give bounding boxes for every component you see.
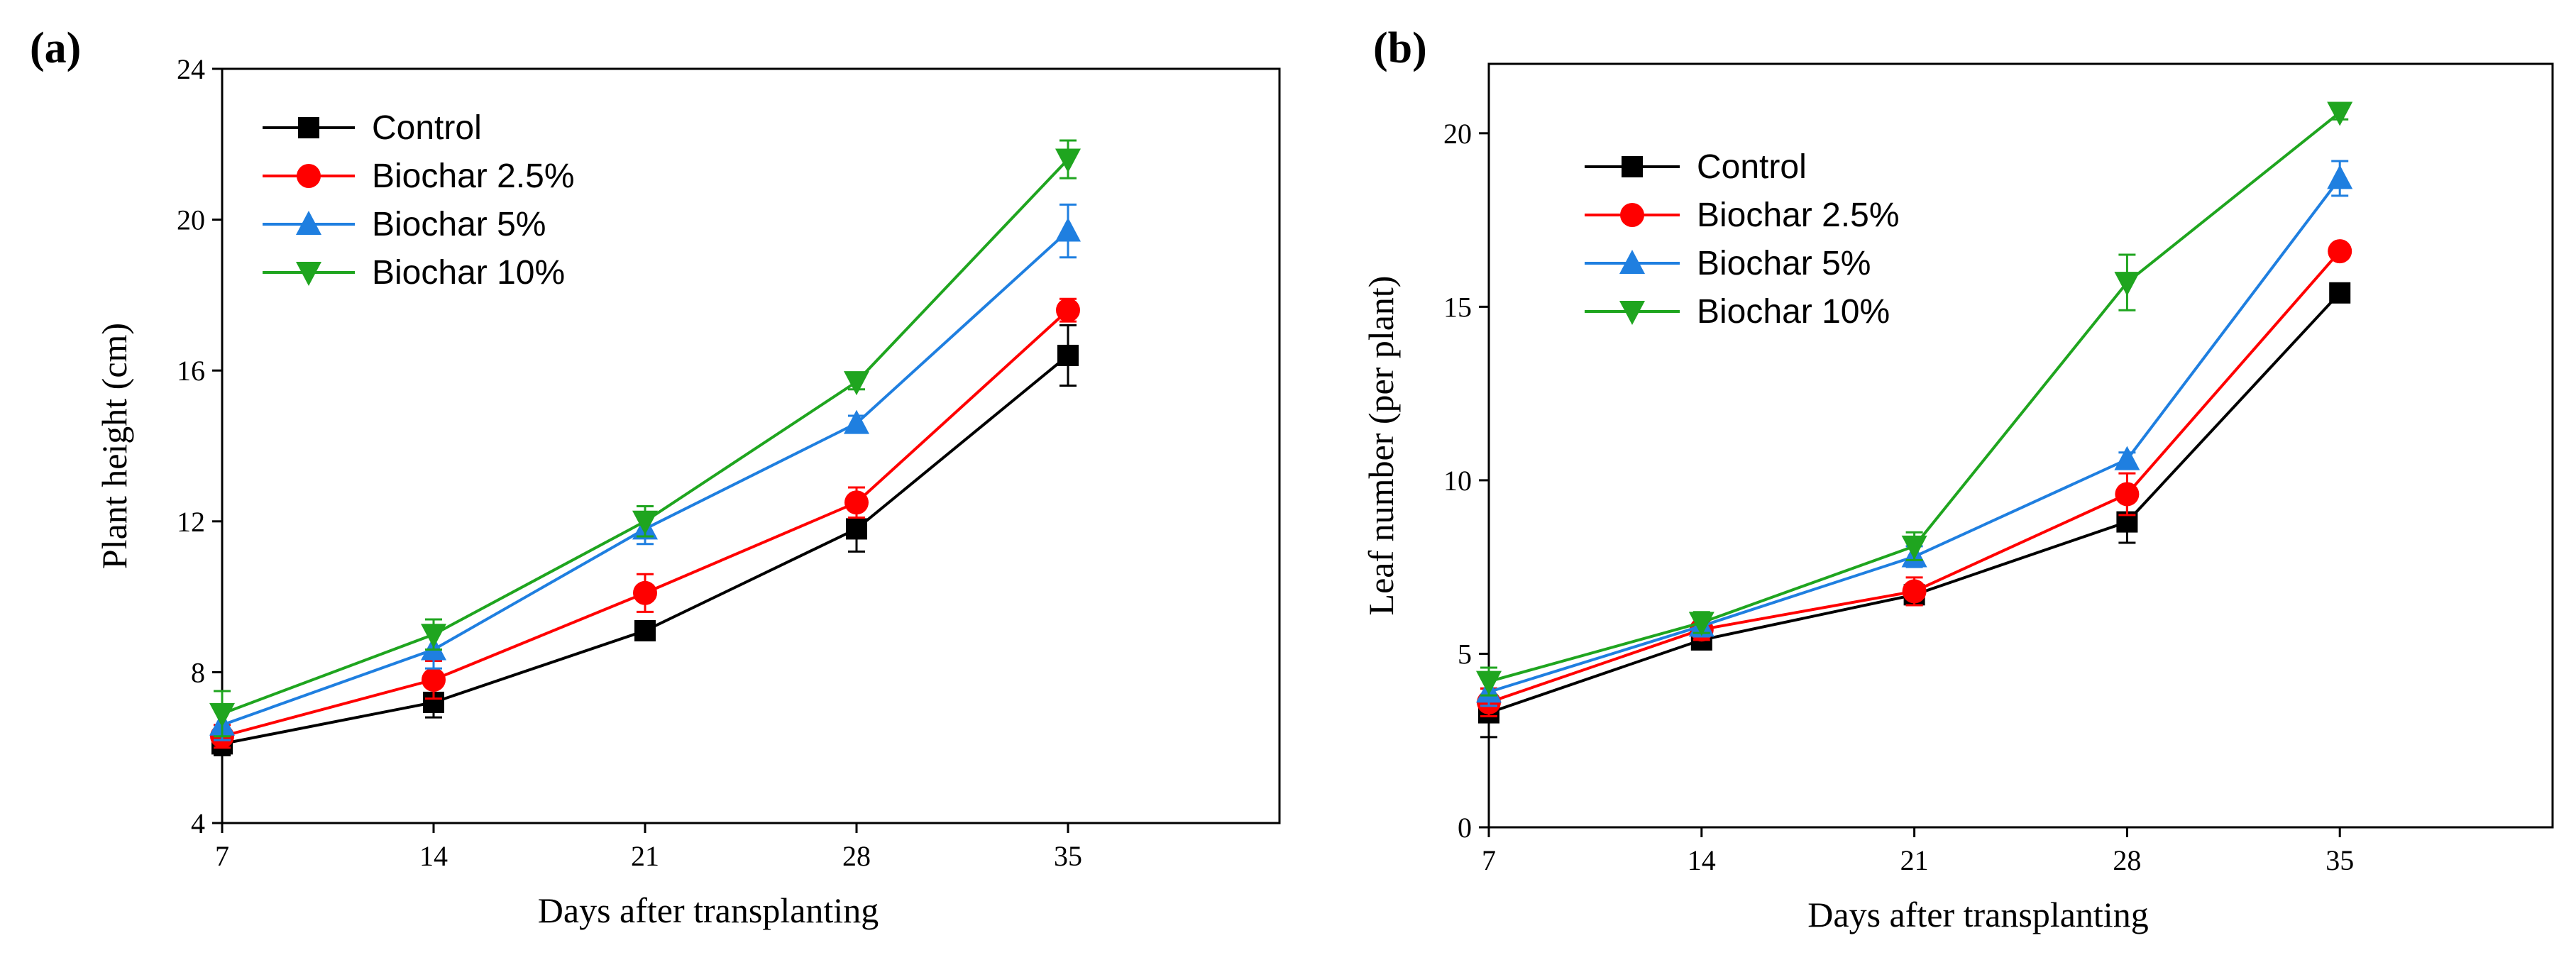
panel-b-data-point-control <box>2329 282 2351 304</box>
panel-a-x-tick-label: 21 <box>631 840 659 872</box>
panel-a-x-tick-label: 7 <box>215 840 229 872</box>
legend-marker <box>296 262 321 286</box>
panel-a-data-point-biochar-2-5pct <box>1056 298 1080 323</box>
panel-b-data-point-biochar-10pct <box>1901 535 1927 560</box>
panel-a-y-tick-label: 20 <box>177 204 205 236</box>
panel-b-y-tick-label: 5 <box>1458 638 1472 670</box>
panel-b-x-tick-label: 21 <box>1900 844 1929 876</box>
panel-b-legend-item-biochar-5pct: Biochar 5% <box>1585 245 1871 282</box>
panel-a-plot-frame <box>221 67 1281 824</box>
panel-b-legend-item-control: Control <box>1585 148 1807 186</box>
panel-b-label: (b) <box>1373 24 1427 72</box>
panel-a-data-point-biochar-2-5pct <box>422 668 446 692</box>
panel-a-data-point-biochar-10pct <box>1055 148 1081 173</box>
panel-a-data-point-biochar-10pct <box>421 624 446 648</box>
legend-label: Control <box>1697 148 1807 186</box>
panel-a-y-tick-label: 8 <box>191 656 205 688</box>
panel-b-legend-item-biochar-2-5pct: Biochar 2.5% <box>1585 197 1900 234</box>
panel-a-x-tick-label: 28 <box>842 840 871 872</box>
panel-a-data-point-biochar-10pct <box>632 510 658 535</box>
panel-b-x-tick-label: 7 <box>1482 844 1496 876</box>
legend-label: Biochar 5% <box>1697 245 1871 282</box>
panel-b-y-tick-label: 20 <box>1443 118 1472 150</box>
legend-marker <box>297 164 321 188</box>
panel-a-y-axis-title: Plant height (cm) <box>94 323 134 569</box>
panel-b-y-tick-label: 0 <box>1458 812 1472 844</box>
legend-marker <box>1620 203 1644 227</box>
panel-a-legend-item-biochar-10pct: Biochar 10% <box>263 254 565 292</box>
panel-a-series-biochar-10pct <box>209 139 1081 738</box>
panel-b-data-point-biochar-10pct <box>2327 101 2353 126</box>
panel-a-legend: Control Biochar 2.5% Biochar 5% Biochar 10% <box>263 109 575 292</box>
panel-b-plot-frame <box>1487 62 2554 829</box>
legend-marker <box>1619 301 1645 325</box>
panel-a-legend-item-control: Control <box>263 109 482 147</box>
panel-a-data-point-biochar-5pct <box>1055 217 1081 242</box>
legend-label: Biochar 2.5% <box>1697 197 1900 234</box>
panel-a-y-tick-label: 12 <box>177 506 205 538</box>
panel-b-data-point-biochar-10pct <box>2114 272 2140 297</box>
panel-a-data-point-control <box>846 518 867 540</box>
panel-a-series-control <box>211 324 1079 756</box>
panel-a-y-tick-label: 4 <box>191 807 205 839</box>
panel-a-data-point-biochar-2-5pct <box>633 580 657 605</box>
panel-a-label: (a) <box>30 24 81 72</box>
panel-b-x-tick-label: 35 <box>2325 844 2354 876</box>
panel-b-x-tick-label: 28 <box>2113 844 2141 876</box>
panel-a-data-point-control <box>634 619 656 641</box>
panel-a-y-tick-label: 24 <box>177 53 205 85</box>
panel-b-legend-item-biochar-10pct: Biochar 10% <box>1585 293 1890 331</box>
panel-b-data-point-biochar-5pct <box>2114 446 2140 470</box>
panel-a-legend-item-biochar-2-5pct: Biochar 2.5% <box>263 158 575 195</box>
panel-a-data-point-biochar-2-5pct <box>844 490 869 515</box>
panel-b-data-point-biochar-2-5pct <box>1902 579 1927 604</box>
panel-b-data-point-biochar-5pct <box>2327 165 2353 189</box>
legend-label: Biochar 10% <box>372 254 565 292</box>
legend-marker <box>1622 156 1643 177</box>
panel-b-y-tick-label: 15 <box>1443 291 1472 323</box>
panel-b-chart: (b) 7 14 21 28 35 0 5 10 15 20 Days after transplan… <box>1361 24 2554 934</box>
panel-b-legend: Control Biochar 2.5% Biochar 5% Biochar 10% <box>1585 148 1900 331</box>
legend-label: Control <box>372 109 482 147</box>
panel-a-data-point-biochar-10pct <box>844 371 869 396</box>
legend-label: Biochar 10% <box>1697 293 1890 331</box>
legend-marker <box>1619 250 1645 274</box>
panel-a-y-tick-label: 16 <box>177 355 205 387</box>
legend-marker <box>296 211 321 235</box>
panel-a-x-tick-label: 14 <box>419 840 448 872</box>
panel-a-x-axis-title: Days after transplanting <box>538 890 879 930</box>
panel-a-data-point-biochar-5pct <box>844 409 869 434</box>
panel-b-y-axis-title: Leaf number (per plant) <box>1361 276 1401 616</box>
legend-label: Biochar 5% <box>372 206 546 243</box>
panel-b-data-point-biochar-10pct <box>1476 670 1502 695</box>
panel-a-data-point-biochar-10pct <box>209 702 235 727</box>
panel-a-chart: (a) 7 14 21 28 35 4 8 12 16 20 24 Days after transpl… <box>30 24 1281 930</box>
panel-a-data-point-control <box>1057 344 1079 366</box>
legend-label: Biochar 2.5% <box>372 158 575 195</box>
panel-b-data-point-biochar-2-5pct <box>2328 239 2352 264</box>
panel-a-x-tick-label: 35 <box>1054 840 1082 872</box>
panel-b-x-axis-title: Days after transplanting <box>1807 895 2148 934</box>
panel-b-data-point-biochar-10pct <box>1688 612 1714 636</box>
panel-b-series-biochar-10pct <box>1476 101 2353 697</box>
panel-b-y-tick-label: 10 <box>1443 465 1472 497</box>
panel-a-legend-item-biochar-5pct: Biochar 5% <box>263 206 546 243</box>
panel-b-x-tick-label: 14 <box>1688 844 1716 876</box>
legend-marker <box>298 117 319 138</box>
panel-b-data-point-biochar-2-5pct <box>2115 482 2140 507</box>
